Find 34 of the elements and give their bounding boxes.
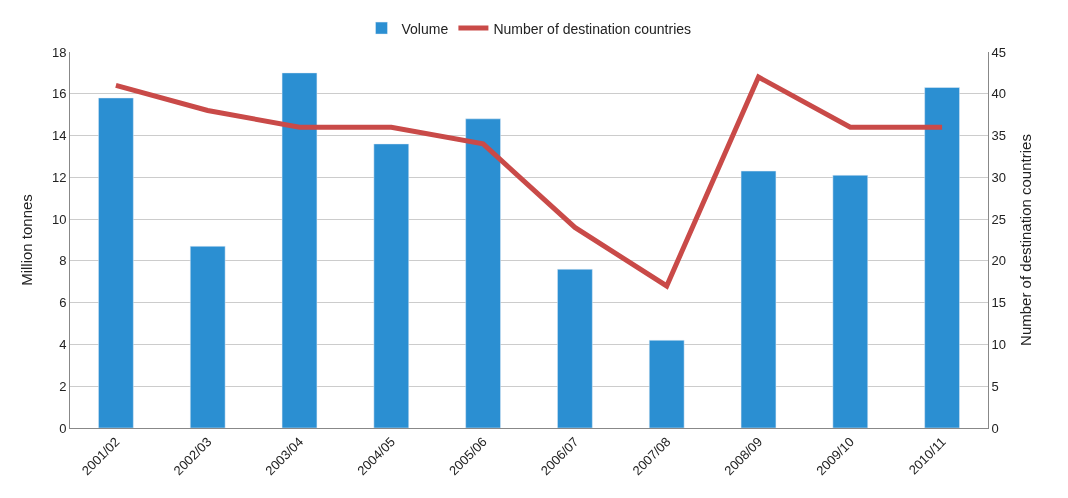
y2-tick-label: 40 xyxy=(991,86,1007,102)
y2-tick-label: 25 xyxy=(991,211,1007,227)
y-tick-label: 14 xyxy=(51,128,67,144)
y-tick-label: 4 xyxy=(59,336,67,352)
y2-tick-label: 20 xyxy=(991,253,1007,269)
legend-label: Number of destination countries xyxy=(493,20,692,37)
y-axis-title: Million tonnes xyxy=(18,194,36,286)
bar xyxy=(832,174,868,428)
bar xyxy=(924,87,960,428)
y-tick-label: 18 xyxy=(51,44,67,60)
y-tick-label: 10 xyxy=(51,211,67,227)
bar xyxy=(190,246,226,428)
bar xyxy=(373,143,409,428)
bar xyxy=(281,72,318,428)
bar xyxy=(557,268,593,428)
bar xyxy=(465,118,501,428)
bar xyxy=(649,340,685,428)
y2-tick-label: 45 xyxy=(991,44,1007,60)
y2-tick-label: 5 xyxy=(991,378,999,394)
y2-tick-label: 30 xyxy=(991,169,1007,185)
y2-axis-title: Number of destination countries xyxy=(1017,134,1035,346)
y2-tick-label: 15 xyxy=(991,295,1007,311)
bar xyxy=(98,97,134,428)
legend-label: Volume xyxy=(401,20,449,37)
y2-tick-label: 0 xyxy=(991,420,999,436)
y2-tick-label: 35 xyxy=(991,128,1007,144)
y2-tick-label: 10 xyxy=(991,336,1007,352)
y-tick-label: 6 xyxy=(59,295,67,311)
y-tick-label: 0 xyxy=(59,420,67,436)
y-tick-label: 8 xyxy=(59,253,67,269)
y-tick-label: 2 xyxy=(59,378,67,394)
bar xyxy=(740,170,777,428)
y-tick-label: 16 xyxy=(51,86,67,102)
y-tick-label: 12 xyxy=(51,169,67,185)
